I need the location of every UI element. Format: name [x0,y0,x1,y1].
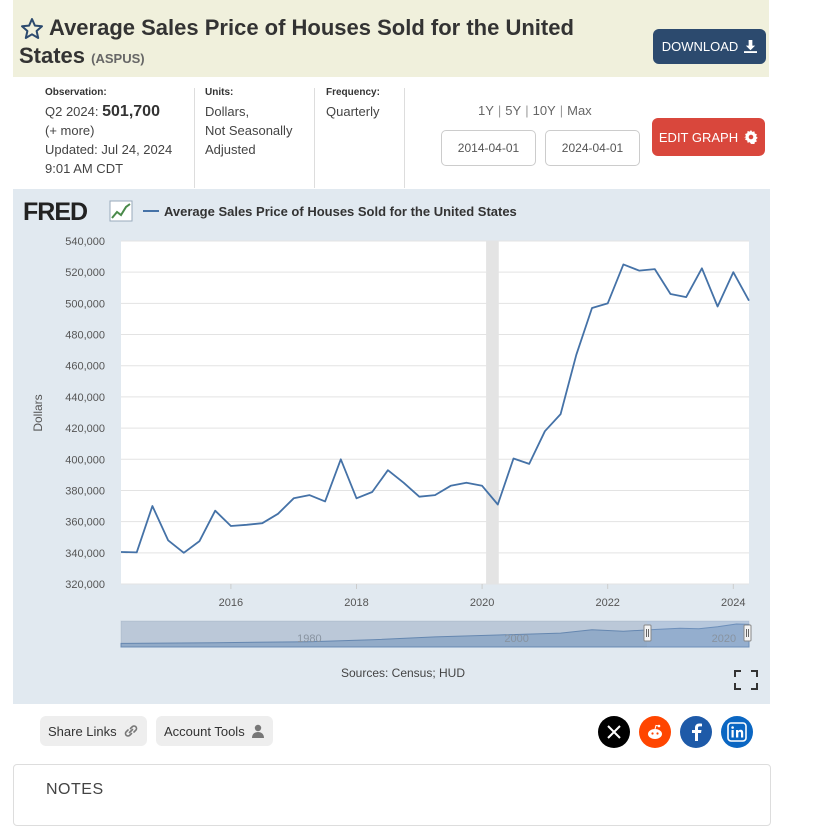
y-tick-label: 480,000 [65,330,105,342]
navigator-label: 2000 [504,633,528,645]
x-share-icon[interactable] [598,716,630,748]
fred-logo[interactable]: FRED [23,198,88,226]
star-icon[interactable] [20,17,44,41]
frequency-value: Quarterly [326,104,380,119]
account-tools-button[interactable]: Account Tools [156,716,273,746]
start-date-input[interactable]: 2014-04-01 [441,130,536,166]
observation-period: Q2 2024: [45,104,99,119]
facebook-logo-icon [692,723,702,741]
units-label: Units: [205,87,234,98]
line-chart[interactable]: FRED Average Sales Price of Houses Sold … [13,189,770,704]
y-tick-label: 500,000 [65,298,105,310]
navigator-label: 2020 [712,633,736,645]
chart-panel: FRED Average Sales Price of Houses Sold … [13,189,770,704]
y-tick-label: 460,000 [65,361,105,373]
linkedin-share-icon[interactable] [721,716,753,748]
info-divider [404,88,405,188]
range-5y[interactable]: 5Y [505,103,522,118]
notes-section: NOTES [13,764,771,826]
y-tick-label: 440,000 [65,392,105,404]
x-tick-label: 2020 [470,597,494,609]
y-tick-label: 380,000 [65,485,105,497]
notes-title: NOTES [46,781,104,798]
page-title: Average Sales Price of Houses Sold for t… [19,14,629,73]
navigator-selection[interactable] [647,621,749,647]
y-tick-label: 340,000 [65,548,105,560]
reddit-share-icon[interactable] [639,716,671,748]
fred-logo-line [111,203,131,219]
plot-area [121,241,749,584]
units-line-3: Adjusted [205,142,256,157]
gear-icon [744,130,758,144]
facebook-share-icon[interactable] [680,716,712,748]
range-10y[interactable]: 10Y [532,103,556,118]
info-divider [194,88,195,188]
linkedin-logo-icon [727,722,747,742]
download-label: DOWNLOAD [661,39,739,54]
series-line[interactable] [120,263,750,554]
reddit-logo-icon [648,724,662,739]
x-tick-label: 2022 [595,597,619,609]
y-tick-label: 360,000 [65,517,105,529]
account-tools-label: Account Tools [164,723,245,739]
navigator-series [120,623,750,648]
more-link[interactable]: (+ more) [45,123,95,138]
range-selector: 1Y | 5Y | 10Y | Max [478,103,592,118]
download-icon [744,40,758,53]
link-icon [124,725,137,737]
title-text: Average Sales Price of Houses Sold for t… [19,15,574,68]
updated-date: Updated: Jul 24, 2024 [45,142,173,157]
x-tick-label: 2016 [219,597,243,609]
navigator-mask [121,621,647,647]
recession-band [486,241,499,584]
observation-block: Observation: Q2 2024: 501,700 (+ more) U… [45,86,172,178]
x-logo-icon [607,725,621,739]
range-1y[interactable]: 1Y [478,103,494,118]
source-text: Sources: Census; HUD [341,666,465,680]
observation-label: Observation: [45,87,107,98]
y-tick-label: 420,000 [65,423,105,435]
y-tick-label: 400,000 [65,454,105,466]
frequency-label: Frequency: [326,87,380,98]
user-icon [251,724,264,738]
navigator-label: 1980 [297,633,321,645]
fullscreen-icon[interactable] [734,670,758,690]
x-tick-label: 2018 [344,597,368,609]
range-max[interactable]: Max [567,103,592,118]
edit-graph-button[interactable]: EDIT GRAPH [652,118,765,156]
series-code: (ASPUS) [91,51,145,66]
series-header: Average Sales Price of Houses Sold for t… [13,0,769,77]
legend-label: Average Sales Price of Houses Sold for t… [164,204,517,219]
y-tick-label: 520,000 [65,267,105,279]
frequency-block: Frequency: Quarterly [326,86,380,121]
y-tick-label: 540,000 [65,236,105,248]
units-line-1: Dollars, [205,104,250,119]
end-date-input[interactable]: 2024-04-01 [545,130,640,166]
y-tick-label: 320,000 [65,579,105,591]
updated-time: 9:01 AM CDT [45,161,124,176]
info-divider [314,88,315,188]
units-line-2: Not Seasonally [205,123,293,138]
navigator-handle[interactable] [743,624,752,642]
y-axis-label: Dollars [31,394,45,431]
observation-value: 501,700 [102,103,160,120]
download-button[interactable]: DOWNLOAD [653,29,766,64]
navigator-handle[interactable] [643,624,652,642]
share-links-button[interactable]: Share Links [40,716,147,746]
x-tick-label: 2024 [721,597,745,609]
edit-graph-label: EDIT GRAPH [658,129,739,145]
share-links-label: Share Links [48,723,117,739]
units-block: Units: Dollars, Not Seasonally Adjusted [205,86,292,159]
